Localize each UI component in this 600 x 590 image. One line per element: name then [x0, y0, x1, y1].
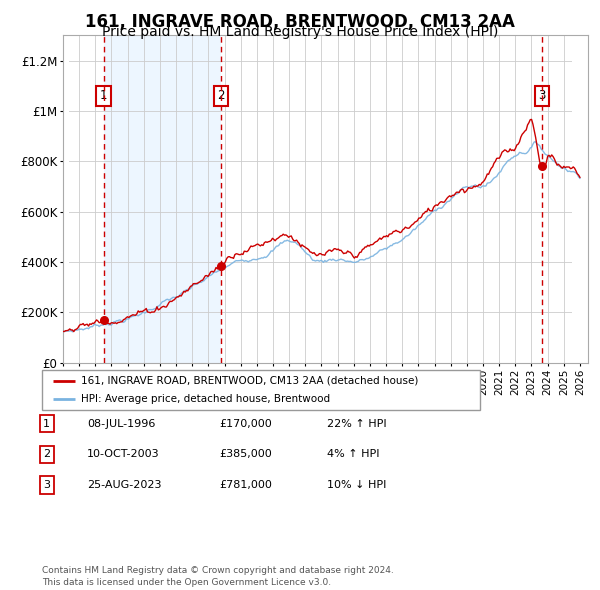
Text: 08-JUL-1996: 08-JUL-1996 [87, 419, 155, 428]
Text: Price paid vs. HM Land Registry's House Price Index (HPI): Price paid vs. HM Land Registry's House … [102, 25, 498, 39]
Text: 1: 1 [43, 419, 50, 428]
Text: £170,000: £170,000 [219, 419, 272, 428]
Text: Contains HM Land Registry data © Crown copyright and database right 2024.
This d: Contains HM Land Registry data © Crown c… [42, 566, 394, 587]
Text: £385,000: £385,000 [219, 450, 272, 459]
Text: 3: 3 [538, 89, 545, 102]
Text: 4% ↑ HPI: 4% ↑ HPI [327, 450, 380, 459]
Bar [63, 35, 70, 363]
Bar [104, 35, 221, 363]
FancyBboxPatch shape [42, 370, 480, 410]
Text: £781,000: £781,000 [219, 480, 272, 490]
Text: HPI: Average price, detached house, Brentwood: HPI: Average price, detached house, Bren… [82, 394, 331, 404]
Text: 10% ↓ HPI: 10% ↓ HPI [327, 480, 386, 490]
Text: 2: 2 [217, 89, 225, 102]
Bar [572, 35, 588, 363]
Text: 10-OCT-2003: 10-OCT-2003 [87, 450, 160, 459]
Text: 2: 2 [43, 450, 50, 459]
Text: 161, INGRAVE ROAD, BRENTWOOD, CM13 2AA: 161, INGRAVE ROAD, BRENTWOOD, CM13 2AA [85, 13, 515, 31]
Text: 161, INGRAVE ROAD, BRENTWOOD, CM13 2AA (detached house): 161, INGRAVE ROAD, BRENTWOOD, CM13 2AA (… [82, 376, 419, 386]
Text: 1: 1 [100, 89, 107, 102]
Text: 3: 3 [43, 480, 50, 490]
Text: 25-AUG-2023: 25-AUG-2023 [87, 480, 161, 490]
Text: 22% ↑ HPI: 22% ↑ HPI [327, 419, 386, 428]
